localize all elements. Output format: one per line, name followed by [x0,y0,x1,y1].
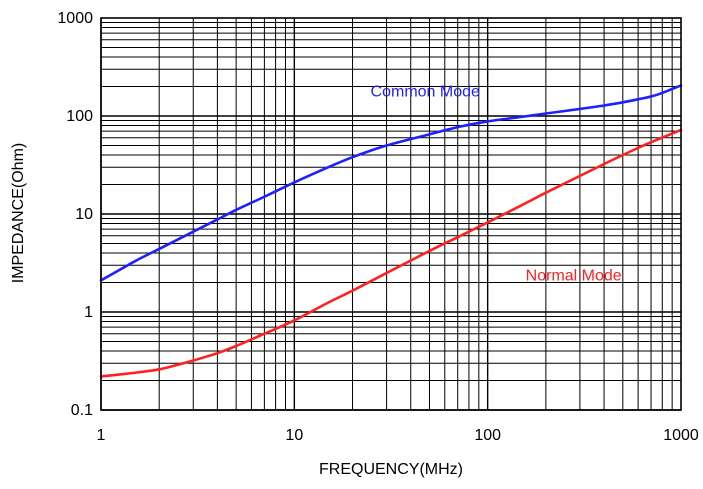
chart-series: Common Mode Normal Mode [99,83,683,378]
chart-grid [100,18,681,411]
x-tick-label: 1000 [663,427,699,444]
series-label: Common Mode [371,83,480,100]
y-tick-label: 1 [84,304,93,321]
y-axis-label: IMPEDANCE(Ohm) [10,143,27,283]
y-tick-label: 1000 [57,10,93,27]
x-tick-label: 1 [97,427,106,444]
y-tick-label: 100 [66,108,93,125]
x-axis-label: FREQUENCY(MHz) [319,461,463,478]
series-line-normal-mode [99,128,683,378]
plot-frame [100,17,682,411]
x-tick-label: 10 [285,427,303,444]
y-tick-label: 0.1 [71,402,93,419]
series-line-common-mode [99,84,683,282]
x-tick-label: 100 [474,427,501,444]
series-label: Normal Mode [526,267,622,284]
plot-border [100,17,682,411]
y-tick-label: 10 [75,206,93,223]
